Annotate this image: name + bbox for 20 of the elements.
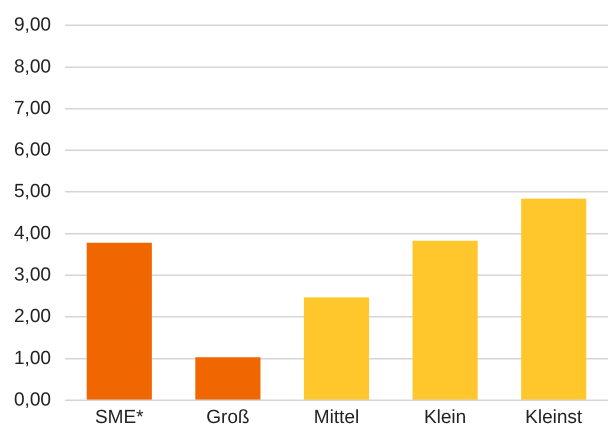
bar xyxy=(86,242,152,400)
x-tick-label: Mittel xyxy=(314,406,360,428)
bar xyxy=(195,357,260,400)
y-tick-label: 8,00 xyxy=(14,56,51,78)
y-tick-label: 1,00 xyxy=(14,348,51,369)
y-tick-label: 2,00 xyxy=(14,306,51,328)
y-tick-label: 6,00 xyxy=(14,140,51,161)
y-tick-label: 5,00 xyxy=(14,181,51,202)
bar xyxy=(304,297,370,400)
y-tick-label: 4,00 xyxy=(14,222,51,244)
y-tick-label: 3,00 xyxy=(14,264,51,286)
x-tick-label: Groß xyxy=(206,406,250,428)
y-tick-label: 7,00 xyxy=(14,98,51,119)
y-tick-label: 0,00 xyxy=(14,389,51,410)
x-tick-label: Kleinst xyxy=(525,406,583,428)
bar xyxy=(521,198,586,400)
x-tick-label: SME* xyxy=(94,406,144,428)
bar xyxy=(412,240,478,400)
y-tick-label: 9,00 xyxy=(14,14,51,36)
x-tick-label: Klein xyxy=(424,406,466,428)
